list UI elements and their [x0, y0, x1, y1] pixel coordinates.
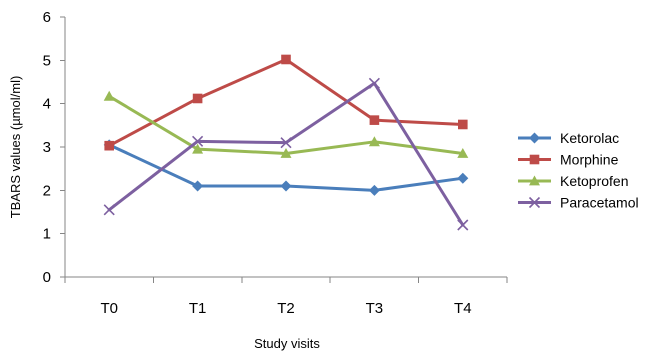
data-point-morphine [104, 140, 114, 151]
x-tick-label: T2 [277, 300, 295, 317]
data-point-paracetamol [103, 204, 115, 216]
data-point-morphine [192, 93, 203, 104]
x-tick-label: T0 [100, 300, 118, 317]
series-line-morphine [107, 57, 465, 148]
y-tick-label: 2 [43, 182, 51, 199]
y-axis-title: TBARS values (µmol/ml) [8, 76, 23, 219]
legend-marker [529, 154, 540, 165]
series [103, 54, 469, 231]
data-point-paracetamol [192, 135, 204, 147]
series-paracetamol [103, 77, 469, 231]
ticks: 0 1 2 3 4 5 6 T0 T1 T2 T3 T4 [43, 9, 508, 317]
x-tick-label: T4 [454, 300, 472, 317]
y-tick-label: 5 [43, 52, 51, 69]
legend-item-ketoprofen: Ketoprofen [518, 173, 629, 189]
y-tick-label: 0 [43, 269, 51, 286]
y-tick-label: 4 [43, 96, 51, 113]
legend-marker [528, 196, 541, 209]
data-point-ketorolac [192, 180, 204, 192]
data-point-ketorolac [457, 172, 469, 184]
series-morphine [104, 54, 468, 151]
y-tick-label: 3 [43, 139, 51, 156]
data-point-paracetamol [457, 219, 469, 231]
data-point-paracetamol [280, 137, 292, 149]
data-point-ketorolac [368, 184, 380, 196]
legend-label: Ketoprofen [560, 173, 629, 189]
data-point-morphine [369, 115, 380, 125]
data-point-ketoprofen [103, 90, 115, 101]
x-tick-label: T3 [366, 300, 384, 317]
data-point-paracetamol [368, 77, 380, 89]
y-tick-label: 6 [43, 9, 51, 26]
legend-item-ketorolac: Ketorolac [518, 130, 619, 146]
y-tick-label: 1 [43, 226, 51, 243]
legend: Ketorolac Morphine Ketoprofen Paracetamol [518, 130, 639, 211]
legend-label: Morphine [560, 152, 619, 168]
x-axis-title: Study visits [254, 336, 320, 351]
legend-marker [529, 175, 540, 186]
legend-label: Ketorolac [560, 130, 619, 146]
data-point-ketoprofen [368, 136, 380, 147]
series-line-ketoprofen [107, 94, 465, 155]
data-point-morphine [458, 119, 468, 130]
legend-item-paracetamol: Paracetamol [518, 195, 639, 211]
series-ketoprofen [103, 90, 469, 158]
legend-item-morphine: Morphine [518, 152, 619, 168]
data-point-morphine [281, 54, 291, 65]
x-tick-label: T1 [189, 300, 207, 317]
data-point-ketoprofen [280, 148, 292, 158]
data-point-ketoprofen [192, 143, 204, 154]
data-point-ketorolac [280, 180, 292, 192]
legend-label: Paracetamol [560, 195, 639, 211]
data-point-ketoprofen [457, 148, 469, 158]
legend-marker [529, 132, 540, 144]
